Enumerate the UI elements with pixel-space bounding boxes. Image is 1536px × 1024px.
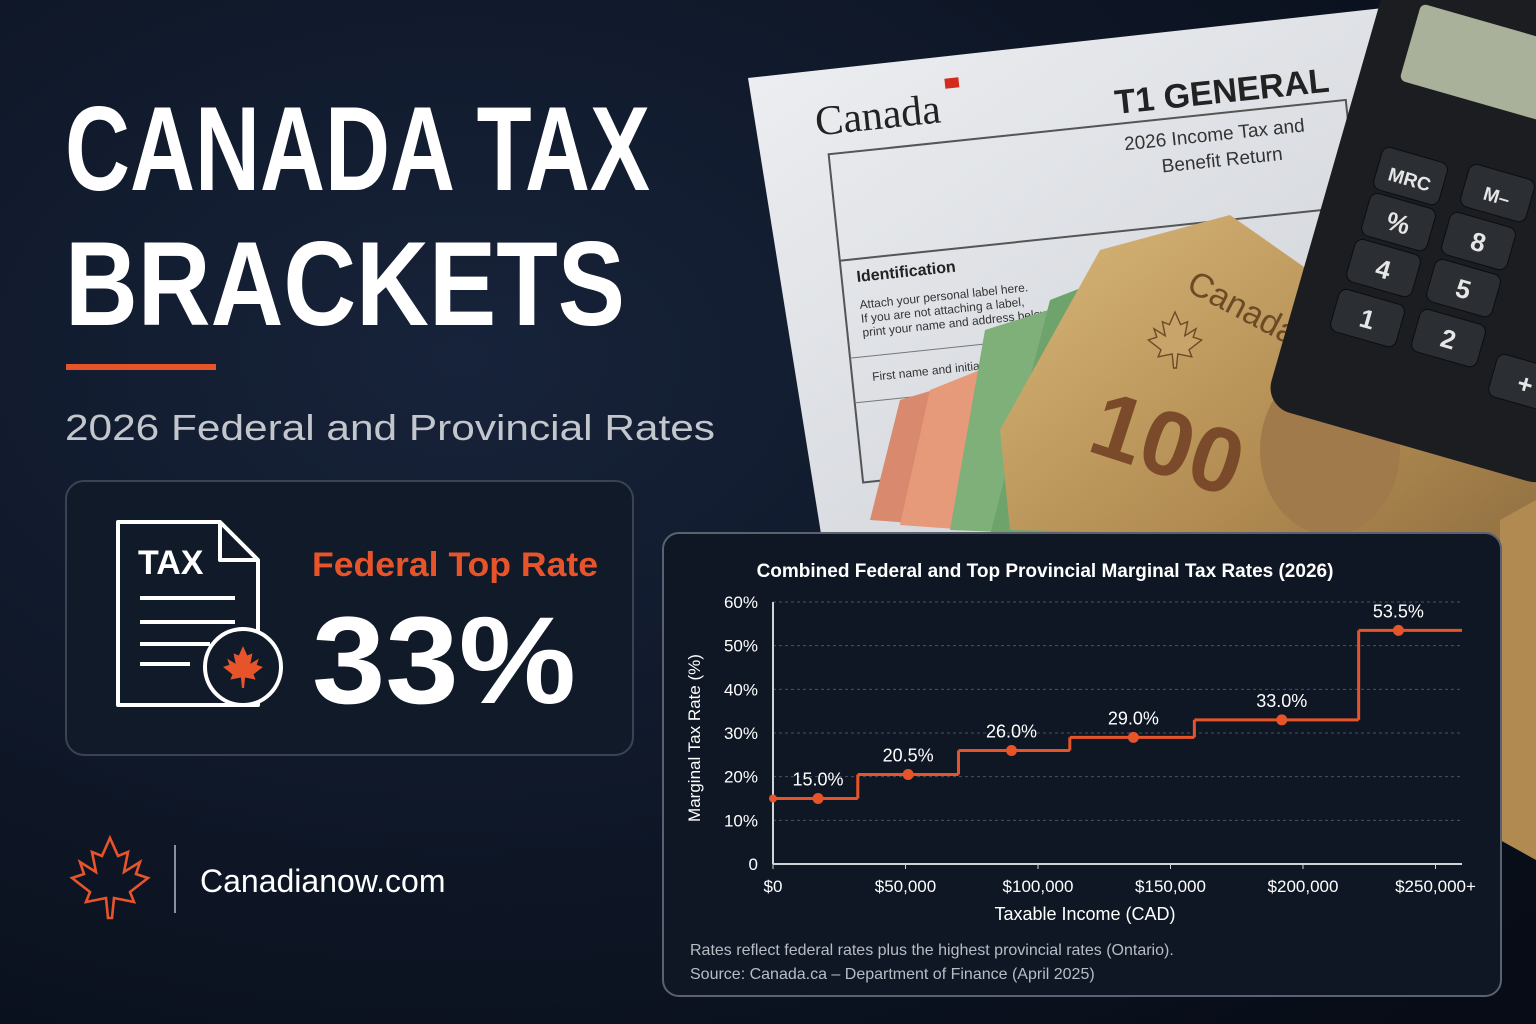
- y-axis-label: Marginal Tax Rate (%): [685, 654, 704, 822]
- calculator-key: [1441, 211, 1516, 271]
- y-tick-label: 60%: [724, 593, 758, 612]
- data-label: 15.0%: [793, 770, 844, 790]
- highlight-value: 33%: [312, 592, 576, 730]
- data-point: [902, 768, 914, 780]
- y-tick-label: 20%: [724, 768, 758, 787]
- x-tick-label: $0: [764, 877, 783, 896]
- x-tick-label: $50,000: [875, 877, 936, 896]
- highlight-card: [65, 480, 634, 756]
- subtitle: 2026 Federal and Provincial Rates: [65, 407, 715, 448]
- data-label: 26.0%: [986, 721, 1037, 741]
- data-label: 29.0%: [1108, 708, 1159, 728]
- calculator-key: [1411, 308, 1486, 368]
- calculator-key: [1346, 238, 1421, 298]
- chart-note: Rates reflect federal rates plus the hig…: [690, 942, 1174, 959]
- calculator-key: [1426, 258, 1501, 318]
- y-tick-label: 10%: [724, 811, 758, 830]
- data-point: [1006, 744, 1017, 756]
- data-label: 20.5%: [883, 745, 934, 765]
- data-label: 33.0%: [1256, 691, 1307, 711]
- photo: Canada T1 GENERAL 2026 Income Tax and Be…: [748, 0, 1536, 860]
- calculator-key: [1330, 288, 1405, 348]
- brand-site: Canadianow.com: [200, 863, 445, 899]
- icon-label: TAX: [138, 544, 204, 582]
- data-point: [812, 793, 824, 804]
- title: BRACKETS: [65, 217, 625, 351]
- flag: [944, 77, 960, 89]
- title: CANADA TAX: [65, 82, 650, 216]
- banknote-edge: [1500, 500, 1536, 860]
- x-tick-label: $150,000: [1135, 877, 1206, 896]
- plot: 0 10% 20% 30% 40% 50% 60% $0 $50,000 $100,000 $150…: [724, 593, 1476, 896]
- y-tick-label: 0: [749, 855, 758, 874]
- x-axis-label: Taxable Income (CAD): [994, 904, 1175, 924]
- y-tick-label: 40%: [724, 680, 758, 699]
- chart-panel: [662, 532, 1502, 997]
- step-start: [769, 794, 777, 803]
- banknotes: Canada 100: [870, 215, 1536, 860]
- calculator-key: [1373, 146, 1448, 206]
- x-tick-label: $250,000+: [1395, 877, 1476, 896]
- banknote: [1000, 215, 1536, 600]
- y-tick-label: 30%: [724, 724, 758, 743]
- calculator-key: [1361, 192, 1436, 252]
- calculator-display: [1400, 4, 1536, 134]
- x-tick-label: $100,000: [1003, 877, 1074, 896]
- chart-note: Source: Canada.ca – Department of Financ…: [690, 966, 1095, 983]
- data-point: [1392, 624, 1404, 636]
- chart-title: Combined Federal and Top Provincial Marg…: [757, 561, 1334, 582]
- data-point: [1127, 731, 1139, 743]
- data-label: 53.5%: [1373, 601, 1424, 621]
- accent-bar: [66, 364, 216, 370]
- highlight-label: Federal Top Rate: [312, 546, 598, 584]
- form-rule: [839, 205, 1358, 262]
- data-point: [1276, 714, 1288, 726]
- calculator-key: [1488, 353, 1536, 413]
- x-tick-label: $200,000: [1268, 877, 1339, 896]
- y-tick-label: 50%: [724, 637, 758, 656]
- calculator-key-label: +: [1514, 368, 1536, 401]
- calculator-key: [1460, 163, 1535, 223]
